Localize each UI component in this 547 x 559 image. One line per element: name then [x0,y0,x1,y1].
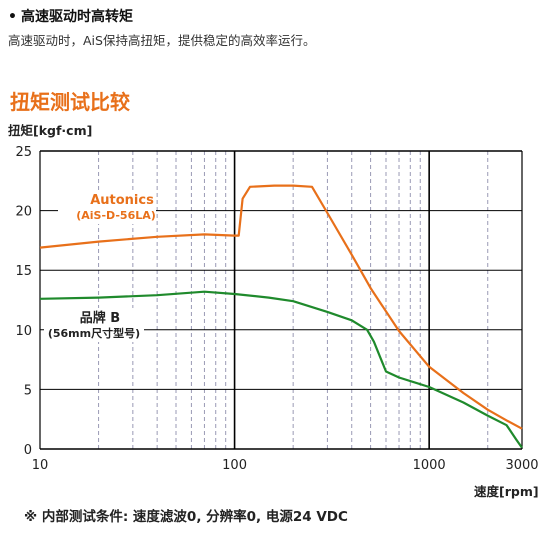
y-axis-label: 扭矩[kgf·cm] [8,123,93,138]
heading-title: 高速驱动时高转矩 [20,9,133,25]
y-tick-label: 15 [15,264,32,279]
x-tick-label: 10 [32,458,49,473]
brand-b-label-box [44,308,144,342]
y-tick-label: 25 [15,145,32,160]
chart-title: 扭矩测试比较 [10,90,130,114]
section-heading: • 高速驱动时高转矩 [8,6,133,26]
y-tick-label: 5 [24,383,32,398]
x-tick-label: 100 [222,458,247,473]
brand-b-series-line [39,290,523,449]
footnote: ※ 内部测试条件: 速度滤波0, 分辨率0, 电源24 VDC [24,509,348,525]
brand-b-series-sublabel: (56mm尺寸型号) [48,326,140,340]
autonics-series-sublabel: (AiS-D-56LA) [76,209,156,222]
bullet: • [8,9,17,25]
brand-b-series-label: 品牌 B [80,310,120,326]
autonics-label-box [58,190,156,224]
y-tick-label: 10 [15,324,32,339]
x-tick-label: 3000 [505,458,538,473]
y-tick-label: 20 [15,205,32,220]
x-tick-label: 1000 [413,458,446,473]
autonics-series-label: Autonics [90,193,154,208]
x-axis-label: 速度[rpm] [474,484,539,499]
heading-subtitle: 高速驱动时，AiS保持高扭矩，提供稳定的高效率运行。 [8,33,316,48]
y-tick-label: 0 [24,443,32,458]
autonics-series-line [39,184,523,430]
